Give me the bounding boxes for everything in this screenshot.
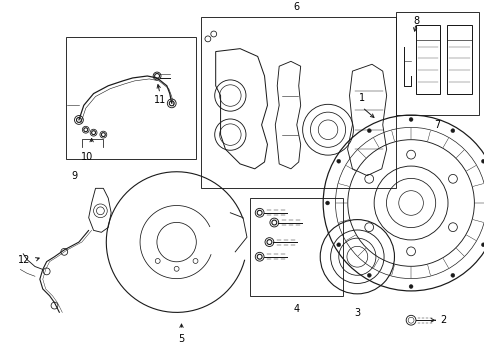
Bar: [416, 25, 441, 94]
Text: 2: 2: [441, 315, 446, 325]
Circle shape: [368, 273, 371, 277]
Text: 7: 7: [434, 120, 441, 130]
Text: 10: 10: [81, 152, 93, 162]
Text: 4: 4: [294, 303, 300, 314]
Circle shape: [482, 159, 486, 163]
Text: 11: 11: [154, 95, 167, 105]
Circle shape: [337, 243, 341, 247]
Text: 6: 6: [294, 1, 300, 12]
Text: 5: 5: [178, 334, 185, 344]
Bar: [250, 198, 343, 296]
Bar: [201, 17, 396, 188]
Bar: [396, 13, 479, 115]
Text: 3: 3: [354, 307, 361, 318]
Bar: [447, 25, 472, 94]
Circle shape: [325, 201, 329, 205]
Circle shape: [409, 117, 413, 121]
Circle shape: [451, 273, 455, 277]
Circle shape: [482, 243, 486, 247]
Circle shape: [368, 129, 371, 132]
Circle shape: [337, 159, 341, 163]
Text: 9: 9: [71, 171, 77, 181]
Text: 1: 1: [359, 93, 365, 103]
Text: 8: 8: [413, 17, 419, 26]
Circle shape: [409, 284, 413, 288]
Bar: [66, 37, 196, 159]
Text: 12: 12: [18, 255, 30, 265]
Circle shape: [451, 129, 455, 132]
